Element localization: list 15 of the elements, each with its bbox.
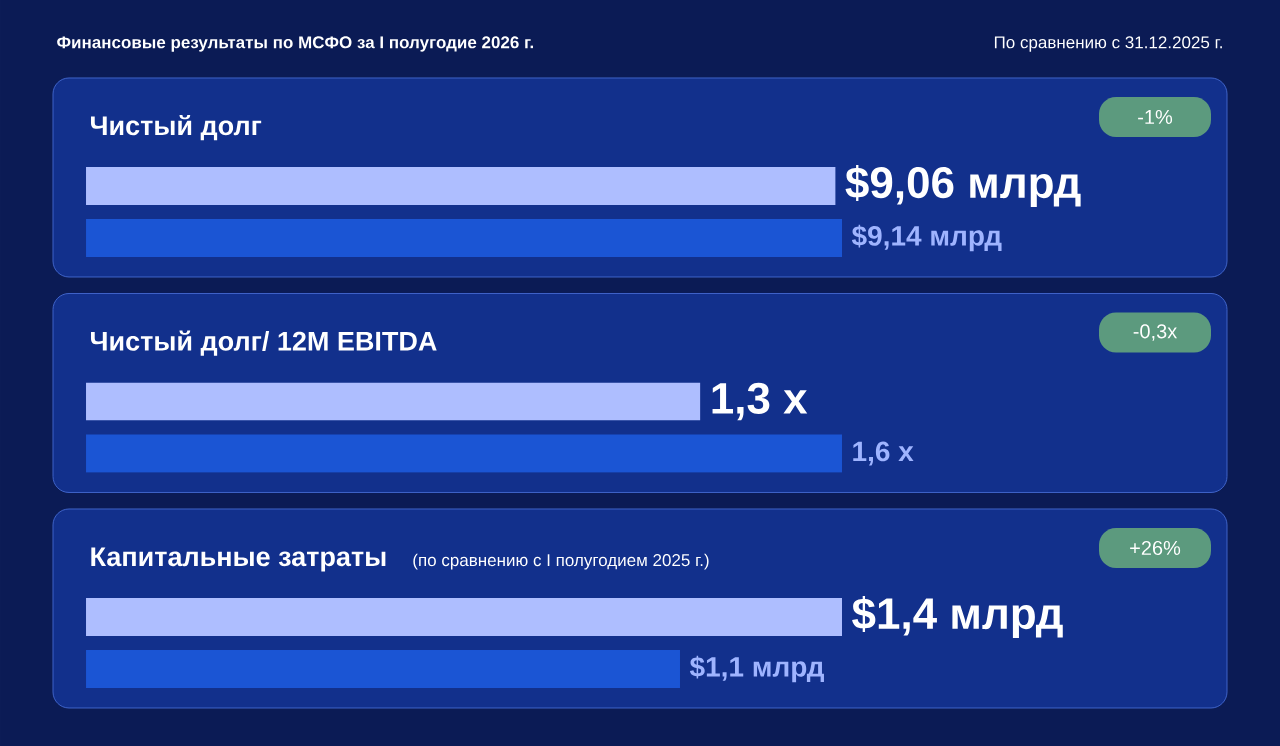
text: -0,3x: [1133, 324, 1178, 341]
text: -1%: [1138, 109, 1173, 124]
chart-title: Чистый долг: [90, 114, 262, 141]
data-label: $1,4 млрд: [852, 596, 1063, 638]
text: По сравнению с 31.12.2025 г.: [994, 36, 1222, 52]
data-label: $9,06 млрд: [845, 165, 1081, 207]
data-label: $9,14 млрд: [851, 224, 1002, 252]
chart-subtitle: (по сравнению с I полугодием 2025 г.): [413, 553, 709, 570]
data-label: $1,1 млрд: [689, 655, 824, 683]
text: Финансовые результаты по МСФО за I полугодие 2026 г.: [57, 36, 533, 52]
chart-title: Капитальные затраты: [91, 547, 386, 572]
data-label: 1,3 x: [712, 382, 808, 421]
chart-title: Чистый долг/ 12M EBITDA: [90, 330, 437, 356]
data-label: 1,6 x: [853, 441, 914, 466]
text: +26%: [1130, 540, 1181, 556]
